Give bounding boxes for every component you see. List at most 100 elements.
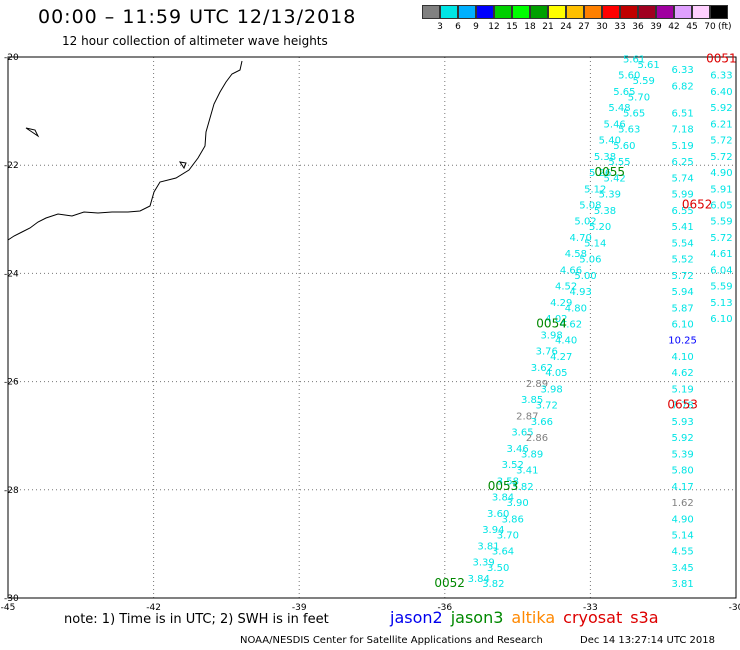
colorbar-swatch bbox=[512, 5, 530, 19]
colorbar-label: 36 bbox=[632, 22, 644, 32]
swh-value: 5.61 bbox=[638, 60, 660, 71]
swh-value: 3.84 bbox=[468, 574, 490, 585]
swh-value: 3.65 bbox=[511, 428, 533, 439]
swh-value: 4.40 bbox=[555, 336, 577, 347]
swh-value: 5.06 bbox=[579, 255, 601, 266]
swh-value: 5.72 bbox=[671, 271, 693, 282]
lon-tick-label: -39 bbox=[292, 603, 307, 610]
swh-value: 5.12 bbox=[584, 184, 606, 195]
swh-value: 3.94 bbox=[482, 525, 504, 536]
swh-value: 6.55 bbox=[671, 206, 693, 217]
coast-island bbox=[25, 127, 40, 138]
swh-value: 2.87 bbox=[516, 411, 538, 422]
swh-value: 5.65 bbox=[613, 87, 635, 98]
legend-cryosat: cryosat bbox=[563, 608, 623, 627]
swh-value: 4.70 bbox=[570, 233, 592, 244]
swh-value: 4.58 bbox=[565, 249, 587, 260]
lon-tick-label: -42 bbox=[146, 603, 161, 610]
swh-value: 5.72 bbox=[710, 152, 732, 163]
swh-value: 5.48 bbox=[608, 103, 630, 114]
colorbar-label: 42 bbox=[668, 22, 680, 32]
altimeter-map: 3.84 3.39 3.81 3.94 3.60 3.84 3.58 3.52 3.46 3.65… bbox=[1, 51, 740, 610]
swh-value: 3.84 bbox=[492, 493, 514, 504]
swh-value: 5.02 bbox=[574, 217, 596, 228]
colorbar-swatch bbox=[548, 5, 566, 19]
swh-value: 3.46 bbox=[506, 444, 528, 455]
swh-value: 5.54 bbox=[671, 238, 693, 249]
swh-value: 4.17 bbox=[671, 482, 693, 493]
swh-value: 3.85 bbox=[521, 395, 543, 406]
swh-value: 6.05 bbox=[710, 200, 732, 211]
swh-value: 5.39 bbox=[599, 190, 621, 201]
pass-label: 0653 bbox=[667, 398, 698, 412]
colorbar-swatch bbox=[566, 5, 584, 19]
colorbar-label: 70 bbox=[704, 22, 716, 32]
map-frame bbox=[7, 56, 737, 599]
swh-value: 5.60 bbox=[613, 141, 635, 152]
swh-value: 3.64 bbox=[492, 547, 514, 558]
swh-value: 7.78 bbox=[671, 401, 693, 412]
swh-value: 5.46 bbox=[604, 119, 626, 130]
swh-value: 6.33 bbox=[671, 65, 693, 76]
footer-note: note: 1) Time is in UTC; 2) SWH is in fe… bbox=[64, 612, 329, 627]
colorbar-label: 3 bbox=[437, 22, 443, 32]
swh-value: 5.38 bbox=[594, 152, 616, 163]
swh-value: 3.86 bbox=[502, 514, 524, 525]
swh-value: 5.80 bbox=[671, 466, 693, 477]
pass-label: 0053 bbox=[488, 479, 519, 493]
colorbar-swatch bbox=[530, 5, 548, 19]
colorbar-label: 27 bbox=[578, 22, 590, 32]
swh-value: 10.25 bbox=[668, 336, 697, 347]
credit-line: NOAA/NESDIS Center for Satellite Applica… bbox=[240, 635, 543, 646]
swh-value: 5.59 bbox=[710, 217, 732, 228]
swh-value: 1.62 bbox=[671, 498, 693, 509]
swh-value: 3.70 bbox=[497, 530, 519, 541]
swh-value: 3.90 bbox=[506, 498, 528, 509]
swh-value: 3.52 bbox=[502, 460, 524, 471]
swh-value: 5.39 bbox=[671, 449, 693, 460]
swh-value: 3.62 bbox=[531, 363, 553, 374]
swh-value: 4.62 bbox=[560, 320, 582, 331]
colorbar-label: 18 bbox=[524, 22, 536, 32]
legend-jason2: jason2 bbox=[390, 608, 443, 627]
swh-value: 5.87 bbox=[671, 303, 693, 314]
swh-value: 5.93 bbox=[671, 417, 693, 428]
colorbar-label: 30 bbox=[596, 22, 608, 32]
swh-value: 3.45 bbox=[671, 563, 693, 574]
lat-tick-label: -20 bbox=[4, 53, 19, 63]
swh-value: 4.02 bbox=[545, 314, 567, 325]
colorbar-swatch bbox=[458, 5, 476, 19]
swh-value: 5.72 bbox=[710, 136, 732, 147]
legend-s3a: s3a bbox=[630, 608, 659, 627]
colorbar-swatch bbox=[692, 5, 710, 19]
swh-value: 4.66 bbox=[560, 265, 582, 276]
swh-value: 7.18 bbox=[671, 125, 693, 136]
axis-ticks: -45 -42 -39 -36 -33 -30 -20 -22 -24 -26 -28 -30 bbox=[1, 53, 740, 610]
swh-value: 5.59 bbox=[710, 282, 732, 293]
swh-value: 6.25 bbox=[671, 157, 693, 168]
colorbar-label: 12 bbox=[488, 22, 500, 32]
colorbar-label: 6 bbox=[455, 22, 461, 32]
swh-value: 4.93 bbox=[570, 287, 592, 298]
colorbar-swatch bbox=[620, 5, 638, 19]
colorbar-swatch bbox=[710, 5, 728, 19]
swh-value: 3.58 bbox=[497, 476, 519, 487]
map-subtitle: 12 hour collection of altimeter wave hei… bbox=[62, 34, 328, 48]
swh-value: 3.72 bbox=[536, 401, 558, 412]
swh-value: 6.51 bbox=[671, 109, 693, 120]
swh-value: 5.42 bbox=[604, 173, 626, 184]
pass-label: 0055 bbox=[595, 165, 626, 179]
swh-value: 3.82 bbox=[482, 579, 504, 590]
lon-tick-label: -33 bbox=[583, 603, 598, 610]
swh-value: 5.20 bbox=[589, 222, 611, 233]
swh-value: 3.81 bbox=[477, 541, 499, 552]
colorbar-swatch bbox=[638, 5, 656, 19]
swh-value: 5.99 bbox=[671, 190, 693, 201]
lon-tick-label: -30 bbox=[729, 603, 740, 610]
coast-island bbox=[178, 161, 187, 170]
swh-value: 5.91 bbox=[710, 184, 732, 195]
swh-value: 4.90 bbox=[710, 168, 732, 179]
swh-value: 3.98 bbox=[540, 384, 562, 395]
coastline bbox=[7, 60, 243, 241]
swh-value: 6.10 bbox=[671, 320, 693, 331]
